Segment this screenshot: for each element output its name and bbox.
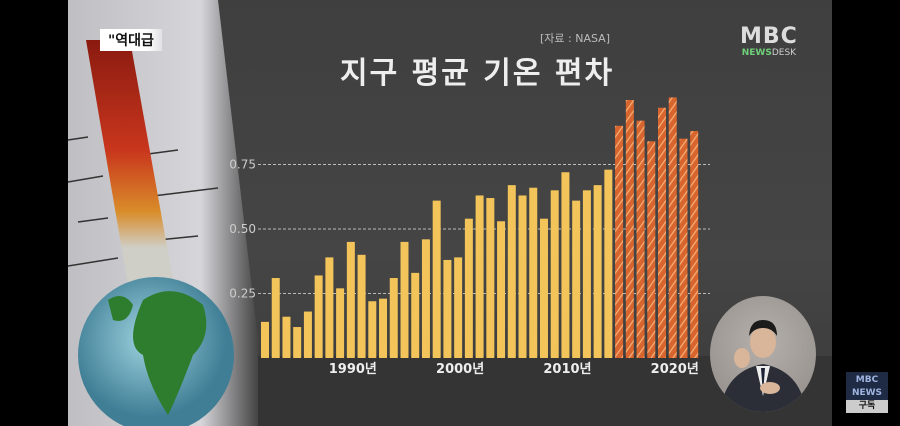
caption-label: "역대급 <box>100 29 162 51</box>
bar-1990 <box>346 241 355 358</box>
bar-2012 <box>582 190 591 358</box>
x-tick-label: 2020년 <box>651 362 699 377</box>
bar-1987 <box>314 275 323 358</box>
bar-1995 <box>400 241 409 358</box>
bar-2016 <box>625 100 634 358</box>
bar-2001 <box>464 218 473 358</box>
logo-news: NEWS <box>741 48 772 58</box>
bar-1983 <box>271 278 280 358</box>
bar-2009 <box>550 190 559 358</box>
bar-2017 <box>636 120 645 358</box>
bar-2002 <box>475 195 484 358</box>
bar-1991 <box>357 254 366 358</box>
bar-2013 <box>593 185 602 358</box>
bar-2006 <box>518 195 527 358</box>
bar-1988 <box>325 257 334 358</box>
bar-2014 <box>604 169 613 358</box>
bar-1992 <box>368 301 377 358</box>
bar-2004 <box>497 221 506 358</box>
bar-1993 <box>379 298 388 358</box>
bar-2015 <box>615 125 624 358</box>
bar-2008 <box>539 218 548 358</box>
bar-2000 <box>454 257 463 358</box>
bar-1984 <box>282 316 291 358</box>
chart-title: 지구 평균 기온 편차 <box>340 56 615 91</box>
y-tick-label: 0.75 <box>229 158 256 172</box>
bar-1982 <box>261 321 269 358</box>
y-tick-label: 0.50 <box>229 222 256 236</box>
bar-2005 <box>507 185 516 358</box>
bar-1999 <box>443 259 452 358</box>
x-tick-label: 2010년 <box>543 362 591 377</box>
bar-1994 <box>389 278 398 358</box>
bar-2018 <box>647 141 656 358</box>
y-tick-label: 0.25 <box>229 287 256 301</box>
bar-1985 <box>293 327 302 358</box>
badge-news: NEWS <box>851 388 883 398</box>
mbc-newsdesk-logo: MBC NEWSDESK <box>740 24 798 59</box>
bar-1997 <box>421 239 430 358</box>
bar-1986 <box>303 311 312 358</box>
bar-1996 <box>411 272 420 358</box>
bar-2007 <box>529 187 538 358</box>
badge-brand: MBC <box>855 375 879 385</box>
bar-1998 <box>432 200 441 358</box>
bar-2003 <box>486 198 495 358</box>
bar-2020 <box>668 97 677 359</box>
mbc-news-subscribe-button[interactable]: MBC NEWS 구독 <box>846 372 888 413</box>
bar-2010 <box>561 172 570 358</box>
logo-brand: MBC <box>740 24 798 49</box>
bar-2011 <box>572 200 581 358</box>
x-tick-label: 2000년 <box>436 362 484 377</box>
subscribe-label: 구독 <box>846 400 888 413</box>
logo-desk: DESK <box>771 48 797 58</box>
interpreter-figure <box>720 320 806 412</box>
thermometer-globe-illustration <box>68 0 258 426</box>
x-tick-label: 1990년 <box>329 362 377 377</box>
bar-2019 <box>658 107 667 359</box>
bar-2021 <box>679 138 688 358</box>
chart-source: [자료 : NASA] <box>540 32 610 45</box>
bar-1989 <box>336 288 345 358</box>
sign-language-interpreter <box>710 296 816 412</box>
bar-2022 <box>690 130 699 358</box>
